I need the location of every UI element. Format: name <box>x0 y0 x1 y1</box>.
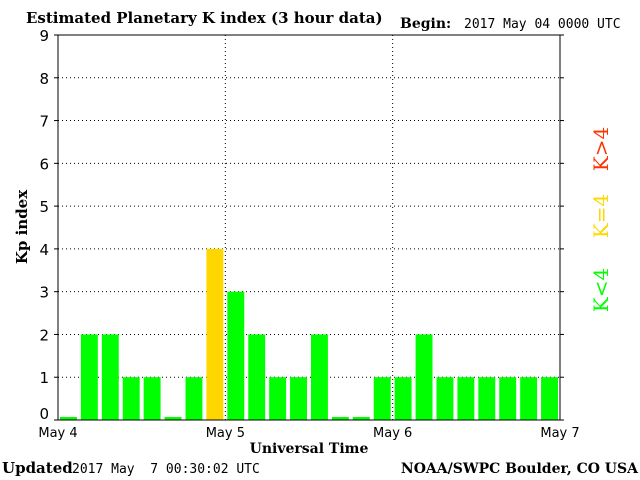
y-tick-label: 0 <box>39 405 49 423</box>
y-tick-label: 6 <box>39 155 49 173</box>
kp-bar <box>541 377 558 420</box>
kp-bar <box>478 377 496 420</box>
kp-bar <box>311 334 328 420</box>
x-axis-label: Universal Time <box>250 441 369 457</box>
kp-bar <box>185 377 203 420</box>
legend-low: K<4 <box>589 268 613 312</box>
kp-bar <box>520 377 538 420</box>
x-tick-label: May 6 <box>373 426 412 441</box>
bars-layer <box>60 248 558 420</box>
y-tick-labels: 0 1 2 3 4 5 6 7 8 9 <box>39 27 564 423</box>
y-tick-label: 8 <box>39 70 49 88</box>
y-tick-label: 3 <box>39 284 49 302</box>
grid-layer <box>58 34 560 420</box>
kp-bar <box>227 291 245 420</box>
kp-bar <box>331 417 349 420</box>
y-tick-label: 1 <box>39 369 49 387</box>
kp-bar <box>269 377 287 420</box>
kp-bar <box>436 377 454 420</box>
y-tick-label: 5 <box>39 198 49 216</box>
legend-mid: K=4 <box>589 194 613 238</box>
source-credit: NOAA/SWPC Boulder, CO USA <box>401 461 639 477</box>
kp-bar <box>290 377 307 420</box>
y-axis-label: Kp index <box>13 189 31 264</box>
kp-bar <box>373 377 391 420</box>
kp-bar <box>101 334 119 420</box>
begin-value: 2017 May 04 0000 UTC <box>464 17 621 32</box>
x-tick-label: May 5 <box>206 426 245 441</box>
begin-label: Begin: <box>400 16 451 32</box>
kp-bar <box>164 417 182 420</box>
kp-bar <box>394 377 412 420</box>
y-tick-label: 9 <box>39 27 49 45</box>
kp-bar <box>499 377 517 420</box>
updated-value: 2017 May 7 00:30:02 UTC <box>72 462 260 477</box>
legend-high: K>4 <box>589 127 613 171</box>
x-tick-label: May 4 <box>38 426 77 441</box>
kp-bar <box>206 248 224 420</box>
y-tick-label: 4 <box>39 241 49 259</box>
kp-bar <box>80 334 98 420</box>
kp-bar <box>352 417 370 420</box>
chart-title: Estimated Planetary K index (3 hour data… <box>26 9 383 27</box>
kp-bar <box>122 377 140 420</box>
kp-bar <box>60 417 77 420</box>
x-tick-label: May 7 <box>540 426 579 441</box>
x-tick-labels: May 4 May 5 May 6 May 7 <box>38 426 579 441</box>
kp-bar <box>248 334 266 420</box>
kp-bar <box>415 334 433 420</box>
kp-bar <box>457 377 475 420</box>
y-tick-label: 7 <box>39 113 49 131</box>
plot-frame <box>57 34 561 421</box>
updated-label: Updated <box>2 459 73 477</box>
kp-bar <box>143 377 161 420</box>
y-tick-label: 2 <box>39 326 49 344</box>
